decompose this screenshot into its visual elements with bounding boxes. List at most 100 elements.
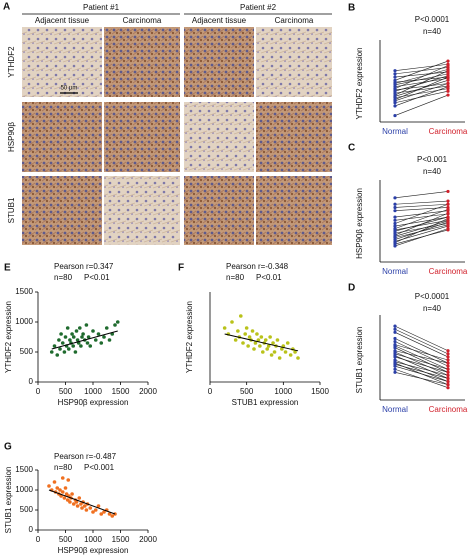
pair-line [394,86,449,107]
point [70,332,74,336]
point [59,332,63,336]
micrograph [22,27,102,97]
point [393,205,397,210]
point [446,383,450,387]
pair-line [394,191,449,199]
point [244,326,249,330]
micrograph [184,102,254,172]
point [393,346,397,350]
point [265,347,270,351]
x-tick-label: 1500 [112,535,130,544]
pair-line [394,213,449,221]
y-axis-label: STUB1 expression [4,467,13,534]
point [446,78,450,82]
point [446,358,450,362]
row-label: HSP90β [7,122,16,152]
micrograph [22,176,102,245]
point [446,93,450,97]
fit-line [48,489,116,515]
pair-line [394,75,449,92]
point [67,347,71,351]
annotation: Pearson r=0.347 [54,262,114,271]
point [243,332,247,336]
point [222,326,227,330]
category-label: Normal [382,127,408,136]
pair-line [394,203,449,208]
pair-line [394,76,449,100]
point [393,218,397,222]
point [110,514,115,518]
pair-line [394,356,449,373]
point [446,69,450,73]
x-tick-label: 500 [59,535,73,544]
point [446,376,450,381]
point [60,490,65,494]
point [91,329,95,333]
point [107,338,112,342]
point [80,335,84,339]
pair-line [394,73,449,86]
x-tick-label: 1000 [274,387,292,396]
pair-line [394,209,449,229]
point [446,220,450,224]
panel-label: F [178,263,184,274]
point [79,344,83,348]
point [288,353,293,357]
point [55,353,60,357]
pair-line [394,228,449,247]
point [65,326,70,330]
y-tick-label: 1000 [15,317,33,326]
point [81,332,85,336]
point [275,338,280,342]
point [393,370,397,374]
pair-line [394,351,449,376]
pair-line [394,60,449,81]
pair-line [394,218,449,244]
category-label: Carcinoma [429,267,468,276]
point [446,89,450,93]
annotation: P<0.0001 [415,15,450,24]
point [285,341,290,345]
point [246,344,250,348]
point [446,59,450,63]
pair-line [394,341,449,367]
point [446,386,450,390]
point [58,488,62,492]
annotation: n=80 [226,273,245,282]
point [85,341,90,345]
point [271,341,275,345]
micrograph [256,176,332,245]
point [84,508,89,512]
y-axis-label: YTHDF2 expression [4,301,13,373]
pair-line [394,200,449,205]
point [252,347,256,351]
point [99,512,104,516]
y-tick-label: 1000 [15,485,33,494]
point [49,350,54,354]
point [62,496,67,500]
panel-label: G [4,442,12,453]
point [68,500,72,504]
patient-label: Patient #1 [83,3,120,12]
annotation: P<0.001 [417,155,448,164]
point [446,211,450,215]
pair-line [394,347,449,373]
point [446,379,450,384]
column-label: Carcinoma [123,16,162,25]
y-axis-label: HSP90β expression [355,188,364,259]
pair-line [394,90,449,104]
point [75,338,80,342]
annotation: n=40 [423,167,442,176]
point [256,338,261,342]
pair-line [394,224,449,238]
point [296,356,300,360]
point [446,370,450,374]
point [77,496,82,500]
point [446,81,450,86]
column-label: Carcinoma [275,16,314,25]
point [272,350,277,354]
micrograph [22,102,102,172]
point [446,352,450,356]
point [60,341,65,345]
micrograph [184,27,254,97]
